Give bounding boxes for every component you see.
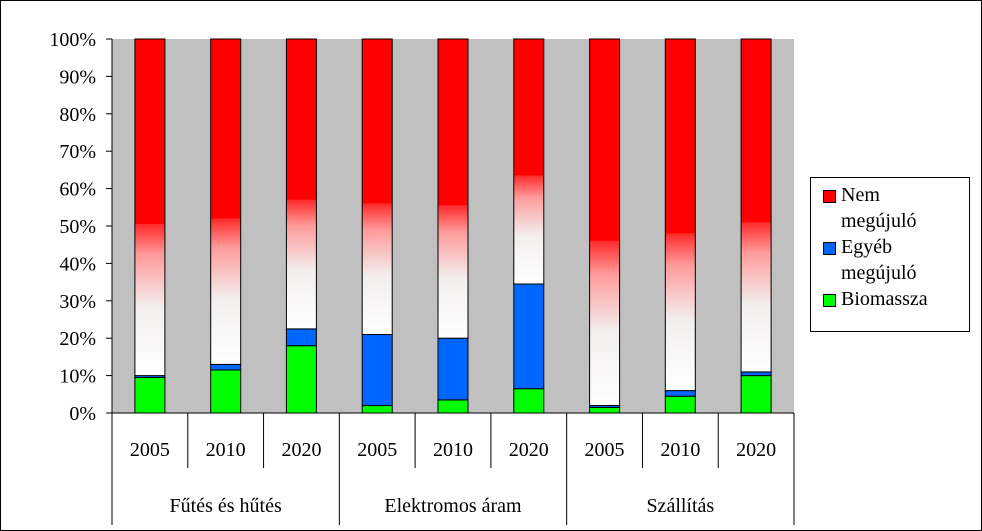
x-tick-label: 2020	[509, 439, 549, 461]
bar-segment-biomassza	[513, 388, 545, 414]
bar-segment-nem-meg-jul-	[664, 38, 696, 392]
legend: Nem megújuló Egyéb megújuló Biomassza	[810, 177, 970, 332]
bar-segment-egy-b-meg-jul-	[437, 337, 469, 401]
x-group-label: Szállítás	[646, 495, 714, 517]
x-group-label: Elektromos áram	[384, 495, 522, 517]
legend-label: Biomassza	[841, 288, 928, 310]
legend-label: megújuló	[841, 262, 917, 284]
x-tick-label: 2020	[281, 439, 321, 461]
bar-segment-biomassza	[740, 375, 772, 414]
y-tick-label: 70%	[59, 141, 96, 163]
bar-segment-nem-meg-jul-	[589, 38, 621, 406]
bar-segment-nem-meg-jul-	[740, 38, 772, 373]
bar-segment-egy-b-meg-jul-	[285, 328, 317, 347]
x-tick-label: 2010	[433, 439, 473, 461]
legend-swatch-biomassza	[823, 294, 836, 307]
bar-segment-biomassza	[437, 399, 469, 414]
legend-swatch-egyeb-megujulo	[823, 242, 836, 255]
x-tick-label: 2005	[585, 439, 625, 461]
bars	[134, 38, 772, 414]
bar-segment-nem-meg-jul-	[361, 38, 393, 335]
x-tick-label: 2005	[357, 439, 397, 461]
y-tick-label: 20%	[59, 328, 96, 350]
bar-segment-biomassza	[589, 406, 621, 414]
bar-segment-biomassza	[134, 377, 166, 414]
y-tick-label: 100%	[49, 29, 96, 51]
x-tick-label: 2010	[206, 439, 246, 461]
x-tick-label: 2010	[660, 439, 700, 461]
y-tick-label: 50%	[59, 216, 96, 238]
bar-segment-egy-b-meg-jul-	[361, 334, 393, 407]
x-tick-label: 2005	[130, 439, 170, 461]
y-tick-label: 40%	[59, 253, 96, 275]
y-tick-label: 30%	[59, 291, 96, 313]
y-tick-label: 60%	[59, 179, 96, 201]
bar-segment-nem-meg-jul-	[513, 38, 545, 285]
legend-label: Egyéb	[841, 236, 893, 258]
legend-swatch-nem-megujulo	[823, 190, 836, 203]
y-tick-label: 90%	[59, 66, 96, 88]
legend-label: megújuló	[841, 210, 917, 232]
x-tick-label: 2020	[736, 439, 776, 461]
bar-segment-biomassza	[664, 395, 696, 414]
bar-segment-nem-meg-jul-	[437, 38, 469, 339]
y-tick-label: 0%	[69, 403, 96, 425]
y-tick-label: 80%	[59, 104, 96, 126]
bar-segment-nem-meg-jul-	[134, 38, 166, 377]
x-axis: 2005 2010 2020 2005 2010 2020 2005 2010 2020 Fűté…	[111, 412, 795, 525]
bar-segment-egy-b-meg-jul-	[210, 363, 242, 371]
bar-segment-biomassza	[361, 405, 393, 414]
bar-segment-biomassza	[210, 369, 242, 414]
legend-label: Nem	[841, 184, 880, 206]
bar-segment-biomassza	[285, 345, 317, 414]
bar-segment-egy-b-meg-jul-	[513, 283, 545, 390]
bar-segment-egy-b-meg-jul-	[664, 390, 696, 397]
y-axis: 0% 10% 20% 30% 40% 50% 60% 70% 80% 90% 100%	[49, 29, 113, 425]
bar-segment-nem-meg-jul-	[210, 38, 242, 365]
bar-segment-egy-b-meg-jul-	[740, 371, 772, 377]
bar-segment-nem-meg-jul-	[285, 38, 317, 330]
y-tick-label: 10%	[59, 366, 96, 388]
x-group-label: Fűtés és hűtés	[170, 495, 282, 517]
